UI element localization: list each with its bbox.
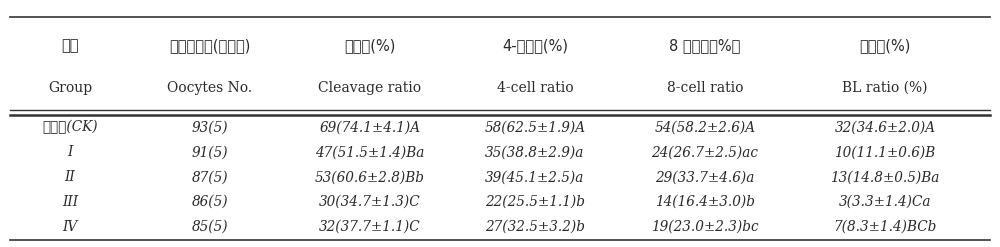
Text: 8-cell ratio: 8-cell ratio (667, 81, 743, 95)
Text: 27(32.5±3.2)b: 27(32.5±3.2)b (485, 220, 585, 234)
Text: 19(23.0±2.3)bc: 19(23.0±2.3)bc (651, 220, 759, 234)
Text: 54(58.2±2.6)A: 54(58.2±2.6)A (654, 120, 756, 134)
Text: 91(5): 91(5) (192, 145, 228, 159)
Text: 53(60.6±2.8)Bb: 53(60.6±2.8)Bb (315, 170, 425, 184)
Text: III: III (62, 195, 78, 209)
Text: 39(45.1±2.5)a: 39(45.1±2.5)a (485, 170, 585, 184)
Text: 囊胚率(%): 囊胚率(%) (859, 38, 911, 53)
Text: BL ratio (%): BL ratio (%) (842, 81, 928, 95)
Text: 35(38.8±2.9)a: 35(38.8±2.9)a (485, 145, 585, 159)
Text: 93(5): 93(5) (192, 120, 228, 134)
Text: 24(26.7±2.5)ac: 24(26.7±2.5)ac (652, 145, 759, 159)
Text: Oocytes No.: Oocytes No. (167, 81, 253, 95)
Text: 69(74.1±4.1)A: 69(74.1±4.1)A (319, 120, 421, 134)
Text: Group: Group (48, 81, 92, 95)
Text: 47(51.5±1.4)Ba: 47(51.5±1.4)Ba (315, 145, 425, 159)
Text: Cleavage ratio: Cleavage ratio (318, 81, 422, 95)
Text: 14(16.4±3.0)b: 14(16.4±3.0)b (655, 195, 755, 209)
Text: IV: IV (62, 220, 78, 234)
Text: 22(25.5±1.1)b: 22(25.5±1.1)b (485, 195, 585, 209)
Text: 32(37.7±1.1)C: 32(37.7±1.1)C (319, 220, 421, 234)
Text: 87(5): 87(5) (192, 170, 228, 184)
Text: 卵母细胞数(重复数): 卵母细胞数(重复数) (169, 38, 251, 53)
Text: 8 细胞率（%）: 8 细胞率（%） (669, 38, 741, 53)
Text: 10(11.1±0.6)B: 10(11.1±0.6)B (834, 145, 936, 159)
Text: 组别: 组别 (61, 38, 79, 53)
Text: 30(34.7±1.3)C: 30(34.7±1.3)C (319, 195, 421, 209)
Text: 32(34.6±2.0)A: 32(34.6±2.0)A (834, 120, 936, 134)
Text: 85(5): 85(5) (192, 220, 228, 234)
Text: 29(33.7±4.6)a: 29(33.7±4.6)a (655, 170, 755, 184)
Text: 卵裂率(%): 卵裂率(%) (344, 38, 396, 53)
Text: 13(14.8±0.5)Ba: 13(14.8±0.5)Ba (830, 170, 940, 184)
Text: 3(3.3±1.4)Ca: 3(3.3±1.4)Ca (839, 195, 931, 209)
Text: I: I (67, 145, 73, 159)
Text: 7(8.3±1.4)BCb: 7(8.3±1.4)BCb (833, 220, 937, 234)
Text: 4-细胞率(%): 4-细胞率(%) (502, 38, 568, 53)
Text: 58(62.5±1.9)A: 58(62.5±1.9)A (484, 120, 586, 134)
Text: 86(5): 86(5) (192, 195, 228, 209)
Text: II: II (65, 170, 75, 184)
Text: 4-cell ratio: 4-cell ratio (497, 81, 573, 95)
Text: 对照组(CK): 对照组(CK) (42, 120, 98, 134)
